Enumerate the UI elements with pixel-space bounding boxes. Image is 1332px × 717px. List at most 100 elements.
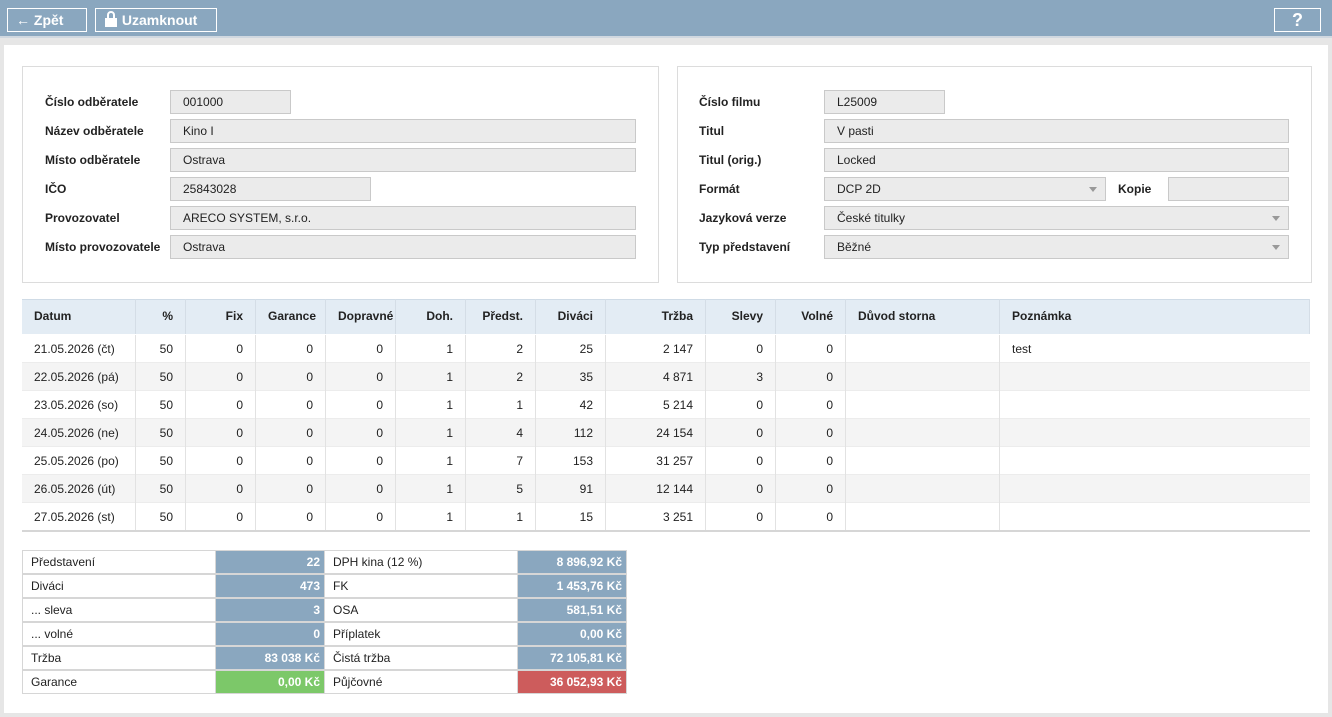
- table-cell: 0: [326, 503, 396, 531]
- summary-label: ... volné: [22, 622, 216, 646]
- table-cell: 12 144: [606, 475, 706, 503]
- table-cell: 3: [706, 363, 776, 391]
- table-cell: 0: [186, 391, 256, 419]
- field-label: Titul (orig.): [699, 153, 762, 167]
- table-cell: 0: [326, 391, 396, 419]
- table-cell: 0: [706, 419, 776, 447]
- table-cell: 0: [186, 503, 256, 531]
- table-cell: 1: [396, 363, 466, 391]
- field-label: Titul: [699, 124, 725, 138]
- customer-panel: [22, 66, 659, 283]
- field-label: Kopie: [1118, 182, 1152, 196]
- table-cell: 0: [326, 419, 396, 447]
- table-cell: 0: [256, 503, 326, 531]
- table-row: [22, 391, 1310, 419]
- field-input: Kino I: [170, 119, 636, 143]
- dropdown[interactable]: DCP 2D: [824, 177, 1106, 201]
- table-cell: 91: [536, 475, 606, 503]
- field-label: Místo provozovatele: [45, 240, 161, 254]
- table-cell: 0: [256, 363, 326, 391]
- lock-button[interactable]: Uzamknout: [95, 8, 217, 32]
- summary-value: 36 052,93 Kč: [517, 670, 627, 694]
- summary-label: OSA: [324, 598, 518, 622]
- help-button[interactable]: ?: [1274, 8, 1321, 32]
- column-header: %: [136, 299, 186, 334]
- field-label: Číslo filmu: [699, 95, 761, 109]
- table-cell: 0: [776, 475, 846, 503]
- summary-value: 1 453,76 Kč: [517, 574, 627, 598]
- field-input: V pasti: [824, 119, 1289, 143]
- summary-label: Půjčovné: [324, 670, 518, 694]
- table-cell: [846, 447, 1000, 475]
- summary-value: 473: [215, 574, 325, 598]
- table-cell: 23.05.2026 (so): [22, 391, 136, 419]
- table-cell: [1000, 419, 1310, 447]
- field-label: Provozovatel: [45, 211, 120, 225]
- table-row: [22, 419, 1310, 447]
- summary-value: 8 896,92 Kč: [517, 550, 627, 574]
- field-label: Formát: [699, 182, 740, 196]
- table-cell: 5: [466, 475, 536, 503]
- table-cell: 0: [186, 419, 256, 447]
- summary-label: ... sleva: [22, 598, 216, 622]
- table-cell: 25.05.2026 (po): [22, 447, 136, 475]
- table-cell: 15: [536, 503, 606, 531]
- table-cell: 0: [326, 475, 396, 503]
- field-input: Ostrava: [170, 235, 636, 259]
- field-input: Ostrava: [170, 148, 636, 172]
- table-cell: 50: [136, 335, 186, 363]
- table-cell: test: [1012, 342, 1032, 356]
- column-header: Tržba: [606, 299, 706, 334]
- table-cell: 0: [776, 419, 846, 447]
- table-cell: 42: [536, 391, 606, 419]
- table-cell: 0: [186, 363, 256, 391]
- summary-value: 0,00 Kč: [215, 670, 325, 694]
- table-cell: 21.05.2026 (čt): [22, 335, 136, 363]
- table-cell: 0: [186, 447, 256, 475]
- column-header: Předst.: [466, 299, 536, 334]
- field-input: L25009: [824, 90, 945, 114]
- field-label: Jazyková verze: [699, 211, 787, 225]
- table-cell: 1: [396, 419, 466, 447]
- table-cell: 0: [256, 335, 326, 363]
- table-cell: 26.05.2026 (út): [22, 475, 136, 503]
- field-input: ARECO SYSTEM, s.r.o.: [170, 206, 636, 230]
- table-cell: 153: [536, 447, 606, 475]
- table-cell: [1000, 391, 1310, 419]
- dropdown[interactable]: České titulky: [824, 206, 1289, 230]
- table-cell: 50: [136, 447, 186, 475]
- table-cell: 50: [136, 503, 186, 531]
- table-cell: 1: [396, 335, 466, 363]
- table-row: [22, 447, 1310, 475]
- table-cell: 0: [256, 475, 326, 503]
- summary-value: 0,00 Kč: [517, 622, 627, 646]
- table-cell: [846, 363, 1000, 391]
- dropdown[interactable]: Běžné: [824, 235, 1289, 259]
- lock-label: Uzamknout: [121, 12, 198, 28]
- table-cell: [1000, 363, 1310, 391]
- column-header: Diváci: [536, 299, 606, 334]
- table-cell: 24.05.2026 (ne): [22, 419, 136, 447]
- table-cell: 5 214: [606, 391, 706, 419]
- table-cell: 0: [256, 447, 326, 475]
- column-header: Fix: [186, 299, 256, 334]
- summary-label: Garance: [22, 670, 216, 694]
- table-cell: [1000, 447, 1310, 475]
- field-input: 001000: [170, 90, 291, 114]
- table-cell: [1000, 475, 1310, 503]
- table-cell: 0: [776, 447, 846, 475]
- summary-value: 581,51 Kč: [517, 598, 627, 622]
- table-cell: 1: [396, 447, 466, 475]
- table-cell: 0: [706, 503, 776, 531]
- table-cell: 0: [186, 335, 256, 363]
- field-label: Typ představení: [699, 240, 791, 254]
- field-input: 25843028: [170, 177, 371, 201]
- table-cell: 0: [706, 475, 776, 503]
- field-label: Místo odběratele: [45, 153, 141, 167]
- column-header: Doh.: [396, 299, 466, 334]
- table-cell: 1: [396, 503, 466, 531]
- table-cell: 50: [136, 391, 186, 419]
- column-header: Dopravné: [326, 299, 396, 334]
- back-button[interactable]: ← Zpět: [7, 8, 87, 32]
- summary-value: 22: [215, 550, 325, 574]
